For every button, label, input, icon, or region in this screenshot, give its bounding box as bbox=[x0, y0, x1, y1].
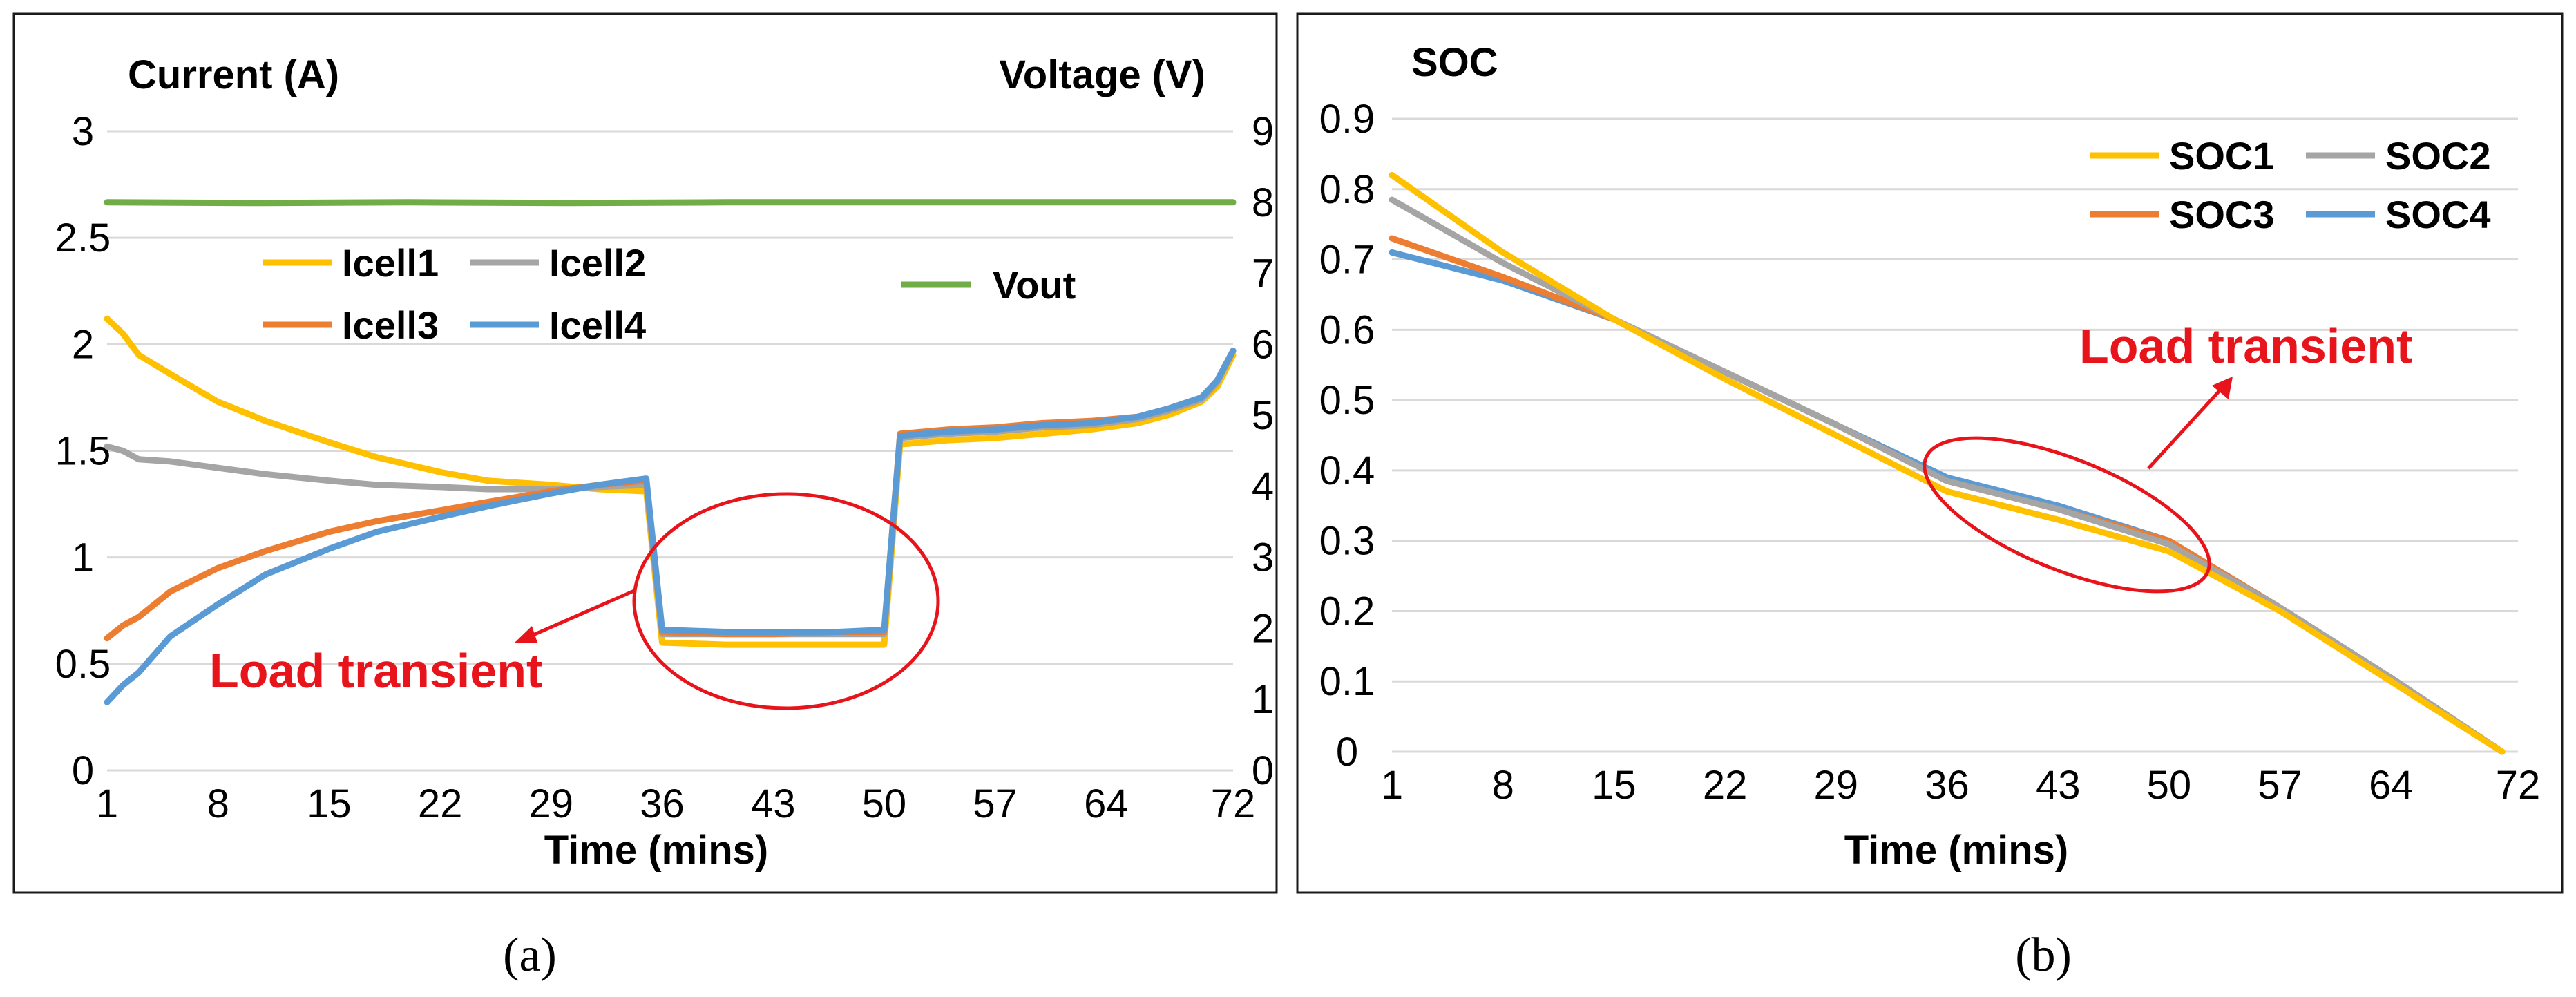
left-y-tick: 2 bbox=[72, 322, 94, 367]
panel-b-legend: SOC1 SOC2 SOC3 SOC4 bbox=[2090, 134, 2491, 236]
panel-a-transient-ellipse bbox=[632, 492, 940, 710]
left-y-tick: 0 bbox=[72, 748, 94, 793]
x-tick: 8 bbox=[1492, 763, 1514, 808]
right-y-tick: 4 bbox=[1252, 464, 1274, 509]
y-tick: 0.5 bbox=[1319, 378, 1375, 423]
legend-label-soc1: SOC1 bbox=[2169, 134, 2275, 178]
legend-label-icell1: Icell1 bbox=[342, 241, 439, 285]
y-tick: 0.8 bbox=[1319, 167, 1375, 212]
right-y-tick: 9 bbox=[1252, 109, 1274, 154]
panel-a-gridlines bbox=[107, 130, 1233, 772]
y-tick: 0.7 bbox=[1319, 238, 1375, 283]
legend-label-soc3: SOC3 bbox=[2169, 193, 2275, 236]
right-y-tick: 1 bbox=[1252, 677, 1274, 722]
legend-label-soc2: SOC2 bbox=[2385, 134, 2491, 178]
panel-a-frame bbox=[12, 12, 1278, 894]
x-tick: 29 bbox=[1814, 763, 1859, 808]
panel-b-transient-ellipse bbox=[1923, 436, 2211, 594]
panel-a-annotation-arrow bbox=[522, 589, 636, 641]
x-tick: 43 bbox=[2036, 763, 2081, 808]
y-tick: 0.3 bbox=[1319, 519, 1375, 564]
legend-label-icell4: Icell4 bbox=[549, 303, 646, 347]
x-tick: 15 bbox=[307, 781, 352, 826]
panel-b-gridlines bbox=[1392, 117, 2518, 753]
x-tick: 57 bbox=[973, 781, 1018, 826]
x-tick: 57 bbox=[2258, 763, 2302, 808]
x-tick: 1 bbox=[96, 781, 118, 826]
panel-a-right-y-ticks: 0 1 2 3 4 5 6 7 8 9 bbox=[1252, 109, 1274, 793]
x-tick: 64 bbox=[2369, 763, 2414, 808]
panel-b-chart: 0 0.1 0.2 0.3 0.4 0.5 0.6 0.7 0.8 0.9 1 8 15 22 29 36 4… bbox=[1296, 12, 2564, 894]
right-y-tick: 3 bbox=[1252, 535, 1274, 580]
legend-label-icell2: Icell2 bbox=[549, 241, 646, 285]
panel-b-y-ticks: 0 0.1 0.2 0.3 0.4 0.5 0.6 0.7 0.8 0.9 bbox=[1319, 97, 1375, 775]
x-tick: 8 bbox=[207, 781, 229, 826]
right-y-tick: 7 bbox=[1252, 251, 1274, 296]
x-tick: 36 bbox=[1925, 763, 1969, 808]
panel-a-annotation-text: Load transient bbox=[209, 644, 542, 698]
series-line-icell4 bbox=[104, 348, 1237, 705]
x-tick: 43 bbox=[751, 781, 796, 826]
panel-a-right-y-title: Voltage (V) bbox=[999, 53, 1205, 97]
legend-label-icell3: Icell3 bbox=[342, 303, 439, 347]
caption-a: (a) bbox=[503, 929, 557, 982]
panel-a-x-ticks: 1 8 15 22 29 36 43 50 57 64 72 bbox=[96, 781, 1255, 826]
y-tick: 0.6 bbox=[1319, 307, 1375, 352]
x-tick: 36 bbox=[640, 781, 685, 826]
y-tick: 0.4 bbox=[1319, 448, 1375, 493]
series-line-icell1 bbox=[104, 315, 1237, 648]
x-tick: 72 bbox=[1211, 781, 1256, 826]
x-tick: 29 bbox=[529, 781, 574, 826]
right-y-tick: 6 bbox=[1252, 322, 1274, 367]
panel-a-series bbox=[104, 199, 1237, 705]
x-tick: 15 bbox=[1592, 763, 1637, 808]
left-y-tick: 3 bbox=[72, 109, 94, 154]
series-line-vout bbox=[104, 199, 1237, 207]
left-y-tick: 1.5 bbox=[55, 429, 111, 474]
y-tick: 0 bbox=[1336, 730, 1358, 775]
panel-b-annotation-text: Load transient bbox=[2079, 319, 2412, 373]
panel-b-x-ticks: 1 8 15 22 29 36 43 50 57 64 72 bbox=[1381, 763, 2540, 808]
right-y-tick: 8 bbox=[1252, 180, 1274, 225]
x-tick: 72 bbox=[2496, 763, 2541, 808]
left-y-tick: 0.5 bbox=[55, 642, 111, 687]
series-line-soc1 bbox=[1389, 171, 2506, 755]
legend-label-soc4: SOC4 bbox=[2385, 193, 2491, 236]
x-tick: 22 bbox=[418, 781, 463, 826]
panel-b-y-title: SOC bbox=[1411, 40, 1498, 85]
x-tick: 64 bbox=[1084, 781, 1129, 826]
right-y-tick: 2 bbox=[1252, 606, 1274, 651]
right-y-tick: 5 bbox=[1252, 393, 1274, 438]
panel-a-x-title: Time (mins) bbox=[544, 828, 768, 873]
x-tick: 1 bbox=[1381, 763, 1403, 808]
x-tick: 50 bbox=[862, 781, 907, 826]
panel-a-arrowhead-icon bbox=[514, 626, 537, 643]
left-y-tick: 1 bbox=[72, 535, 94, 580]
panel-b-x-title: Time (mins) bbox=[1844, 828, 2068, 873]
y-tick: 0.2 bbox=[1319, 589, 1375, 634]
left-y-tick: 2.5 bbox=[55, 216, 111, 260]
panel-a-legend: Icell1 Icell2 Icell3 Icell4 Vout bbox=[263, 241, 1076, 347]
right-y-tick: 0 bbox=[1252, 748, 1274, 793]
panel-b-series bbox=[1389, 171, 2506, 755]
x-tick: 50 bbox=[2147, 763, 2192, 808]
panel-b-arrowhead-icon bbox=[2212, 377, 2233, 399]
x-tick: 22 bbox=[1703, 763, 1748, 808]
panel-a-left-y-ticks: 0 0.5 1 1.5 2 2.5 3 bbox=[55, 109, 111, 793]
y-tick: 0.9 bbox=[1319, 97, 1375, 142]
y-tick: 0.1 bbox=[1319, 659, 1375, 704]
panel-b-annotation-arrow bbox=[2147, 386, 2224, 470]
panel-a-left-y-title: Current (A) bbox=[128, 53, 339, 97]
legend-label-vout: Vout bbox=[993, 263, 1076, 307]
caption-b: (b) bbox=[2015, 929, 2072, 982]
